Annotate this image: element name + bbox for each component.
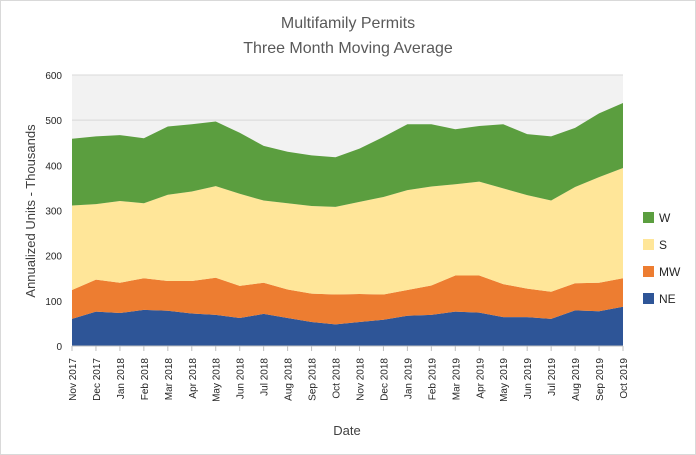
legend-swatch-mw	[643, 266, 654, 277]
area-series	[72, 103, 623, 346]
legend-label-w: W	[659, 211, 671, 225]
area-s	[72, 168, 623, 295]
y-tick-label: 400	[45, 161, 62, 172]
x-tick-label: Jul 2018	[260, 358, 271, 396]
x-tick-label: Oct 2019	[619, 358, 630, 399]
area-mw	[72, 275, 623, 325]
x-tick-label: Oct 2018	[332, 358, 343, 399]
x-tick-label: Apr 2018	[188, 358, 199, 399]
x-tick-label: Sep 2018	[308, 358, 319, 401]
y-tick-label: 300	[45, 207, 62, 218]
y-tick-label: 100	[45, 297, 62, 308]
x-tick-label: Jan 2019	[403, 358, 414, 400]
legend-swatch-ne	[643, 293, 654, 304]
area-w	[72, 103, 623, 207]
x-tick-label: Nov 2018	[355, 358, 366, 401]
legend-label-s: S	[659, 238, 667, 252]
legend-label-mw: MW	[659, 265, 681, 279]
y-axis-title: Annualized Units - Thousands	[23, 124, 38, 298]
x-tick-label: Apr 2019	[475, 358, 486, 399]
x-tick-label: Sep 2019	[595, 358, 606, 401]
x-tick-label: Aug 2019	[571, 358, 582, 401]
x-axis-ticks: Nov 2017 Dec 2017 Jan 2018 Feb 2018 Mar 2018…	[68, 346, 630, 402]
x-tick-label: Jul 2019	[547, 358, 558, 396]
x-tick-label: May 2018	[212, 358, 223, 402]
x-tick-label: Jan 2018	[116, 358, 127, 400]
y-tick-label: 600	[45, 71, 62, 82]
x-tick-label: Aug 2018	[284, 358, 295, 401]
x-tick-label: Mar 2019	[451, 358, 462, 401]
x-tick-label: Feb 2019	[427, 358, 438, 401]
y-axis-ticks: 0 100 200 300 400 500 600	[45, 71, 62, 353]
legend-swatch-s	[643, 239, 654, 250]
area-ne	[72, 306, 623, 346]
x-tick-label: Jun 2018	[236, 358, 247, 400]
x-tick-label: Nov 2017	[68, 358, 79, 401]
legend-label-ne: NE	[659, 292, 676, 306]
y-tick-label: 0	[56, 342, 62, 353]
y-tick-label: 500	[45, 116, 62, 127]
x-tick-label: Dec 2017	[92, 358, 103, 401]
legend-swatch-w	[643, 212, 654, 223]
x-tick-label: May 2019	[499, 358, 510, 402]
x-tick-label: Feb 2018	[140, 358, 151, 401]
x-tick-label: Dec 2018	[379, 358, 390, 401]
chart-title-line1: Multifamily Permits	[281, 15, 415, 32]
x-tick-label: Jun 2019	[523, 358, 534, 400]
chart-title-line2: Three Month Moving Average	[243, 40, 453, 57]
x-axis-title: Date	[333, 423, 360, 438]
y-tick-label: 200	[45, 252, 62, 263]
x-tick-label: Mar 2018	[164, 358, 175, 401]
legend: WS MW NE	[643, 211, 681, 306]
